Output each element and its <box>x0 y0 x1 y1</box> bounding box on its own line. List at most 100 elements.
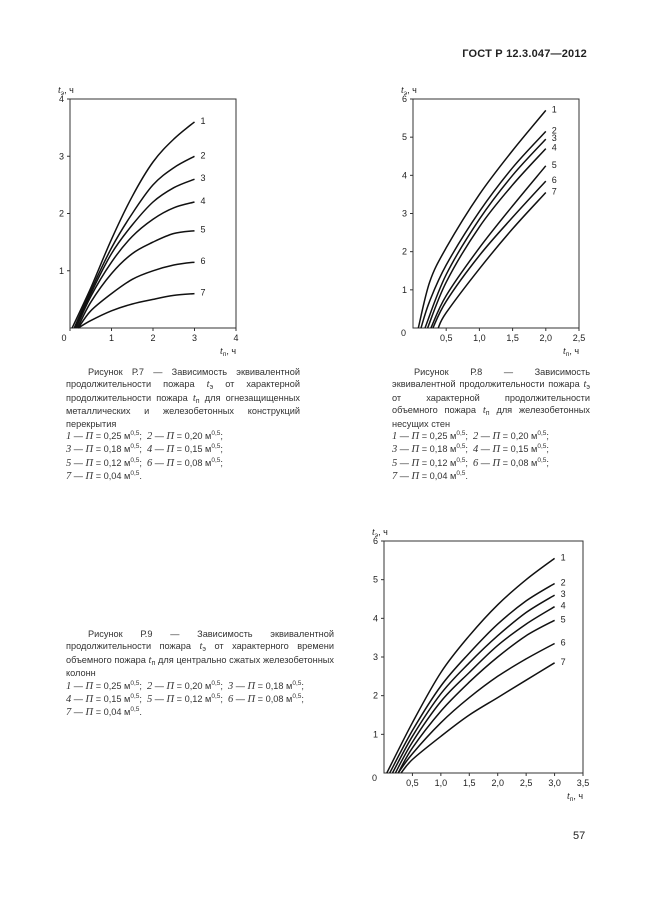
legend-number: 2 <box>472 431 479 443</box>
x-axis-label: tп, ч <box>220 346 236 358</box>
legend-exponent: 0,5 <box>211 693 221 701</box>
variable: t <box>199 641 203 653</box>
legend-entry-3: 3 — П = 0,18 м0,5; <box>227 679 304 692</box>
variable-subscript: э <box>202 646 206 654</box>
variable: t <box>206 379 210 391</box>
legend-value: = 0,08 м <box>500 457 538 468</box>
x-tick-label: 3 <box>192 333 197 343</box>
curve-label-6: 6 <box>201 256 206 266</box>
curve-label-3: 3 <box>201 173 206 183</box>
legend-param: П <box>166 444 175 456</box>
legend-entry-2: 2 — П = 0,20 м0,5; <box>146 679 223 692</box>
page-number: 57 <box>573 830 586 842</box>
legend-entry-3: 3 — П = 0,18 м0,5; <box>392 443 468 456</box>
legend-exponent: 0,5 <box>130 456 140 464</box>
legend-entry-5: 5 — П = 0,12 м0,5; <box>146 693 223 706</box>
legend-value: = 0,15 м <box>174 444 212 455</box>
legend-exponent: 0,5 <box>211 456 221 464</box>
legend-line: 5 — П = 0,12 м0,5; 6 — П = 0,08 м0,5; <box>392 457 590 470</box>
legend-number: 7 <box>66 471 72 483</box>
caption-segment: Рисунок Р.8 — Зависимость эквивалентной … <box>392 367 590 390</box>
legend-exponent: 0,5 <box>130 679 140 687</box>
legend-value: = 0,04 м <box>93 471 131 482</box>
legend-value: = 0,08 м <box>174 457 212 468</box>
legend-exponent: 0,5 <box>537 456 547 464</box>
legend-value: = 0,08 м <box>255 694 293 705</box>
curve-label-1: 1 <box>201 116 206 126</box>
legend-number: 2 <box>146 680 153 692</box>
variable-subscript: э <box>586 384 590 392</box>
y-tick-label: 1 <box>59 266 64 276</box>
curve-2 <box>73 155 195 329</box>
legend-number: 5 <box>146 694 153 706</box>
legend-exponent: 0,5 <box>130 470 140 478</box>
legend-param: П <box>411 431 420 443</box>
legend-value: = 0,18 м <box>419 444 457 455</box>
legend-line: 7 — П = 0,04 м0,5. <box>66 706 334 719</box>
plot-frame <box>69 98 237 329</box>
legend-entry-7: 7 — П = 0,04 м0,5. <box>66 706 142 719</box>
legend-value: = 0,20 м <box>174 431 212 442</box>
curve-label-2: 2 <box>201 150 206 160</box>
caption-segment: от характерной продолжительности объемно… <box>392 392 590 416</box>
legend-value: = 0,25 м <box>93 431 131 442</box>
caption-p9: Рисунок Р.9 — Зависимость эквивалентной … <box>66 628 334 720</box>
legend-number: 1 <box>392 431 398 443</box>
legend-exponent: 0,5 <box>130 693 140 701</box>
caption-segment: от характерного времени объемного пожара <box>66 641 334 665</box>
x-tick-label: 1 <box>109 333 114 343</box>
legend-number: 4 <box>472 444 479 456</box>
legend-line: 5 — П = 0,12 м0,5; 6 — П = 0,08 м0,5; <box>66 457 300 470</box>
legend-param: П <box>166 457 175 469</box>
legend-exponent: 0,5 <box>292 693 302 701</box>
variable: t <box>482 405 486 417</box>
curve-5 <box>76 229 195 329</box>
caption-segment: Рисунок Р.7 — Зависимость эквивалентной … <box>66 367 300 390</box>
legend-number: 3 <box>392 444 398 456</box>
legend-entry-1: 1 — П = 0,25 м0,5; <box>66 679 142 692</box>
legend-param: П <box>85 444 94 456</box>
caption-text: Рисунок Р.7 — Зависимость эквивалентной … <box>66 366 300 430</box>
caption-segment: для центрально сжатых железобетонных кол… <box>66 654 334 679</box>
legend-param: П <box>492 444 501 456</box>
legend-entry-6: 6 — П = 0,08 м0,5; <box>146 456 223 469</box>
variable-subscript: э <box>209 384 214 392</box>
legend-line: 4 — П = 0,15 м0,5; 5 — П = 0,12 м0,5; 6 — … <box>66 693 334 706</box>
x-tick-label: 2 <box>150 333 155 343</box>
legend-param: П <box>492 457 501 469</box>
legend-value: = 0,25 м <box>419 431 457 442</box>
legend-number: 6 <box>227 694 234 706</box>
legend-param: П <box>85 457 94 469</box>
legend-exponent: 0,5 <box>130 706 140 714</box>
legend-number: 2 <box>146 431 153 443</box>
legend-entry-6: 6 — П = 0,08 м0,5; <box>472 456 549 469</box>
legend-entry-2: 2 — П = 0,20 м0,5; <box>146 430 223 443</box>
legend-entry-1: 1 — П = 0,25 м0,5; <box>66 430 142 443</box>
legend-value: = 0,18 м <box>255 680 293 691</box>
caption-p8: Рисунок Р.8 — Зависимость эквивалентной … <box>392 366 590 484</box>
legend-entry-7: 7 — П = 0,04 м0,5. <box>66 470 142 483</box>
caption-segment: Рисунок Р.9 — Зависимость эквивалентной … <box>66 629 334 652</box>
legend-value: = 0,20 м <box>500 431 538 442</box>
variable-subscript: п <box>151 659 156 667</box>
y-tick-label: 4 <box>59 94 64 104</box>
legend-line: 3 — П = 0,18 м0,5; 4 — П = 0,15 м0,5; <box>66 443 300 456</box>
legend-value: = 0,12 м <box>93 457 131 468</box>
legend-param: П <box>85 707 94 719</box>
variable: t <box>148 654 152 666</box>
caption-text: Рисунок Р.9 — Зависимость эквивалентной … <box>66 628 334 680</box>
caption-segment: от характерной продолжительности пожара <box>66 379 300 403</box>
y-tick-label: 2 <box>59 209 64 219</box>
legend-number: 6 <box>146 457 153 469</box>
legend-param: П <box>166 431 175 443</box>
legend-entry-6: 6 — П = 0,08 м0,5; <box>227 693 304 706</box>
legend-exponent: 0,5 <box>456 456 466 464</box>
legend-number: 5 <box>392 457 398 469</box>
legend-param: П <box>411 471 420 483</box>
caption-p7: Рисунок Р.7 — Зависимость эквивалентной … <box>66 366 300 484</box>
curve-label-7: 7 <box>201 288 206 298</box>
legend-value: = 0,15 м <box>93 694 131 705</box>
legend-number: 5 <box>66 457 72 469</box>
legend-exponent: 0,5 <box>130 443 140 451</box>
variable-subscript: п <box>485 410 490 418</box>
